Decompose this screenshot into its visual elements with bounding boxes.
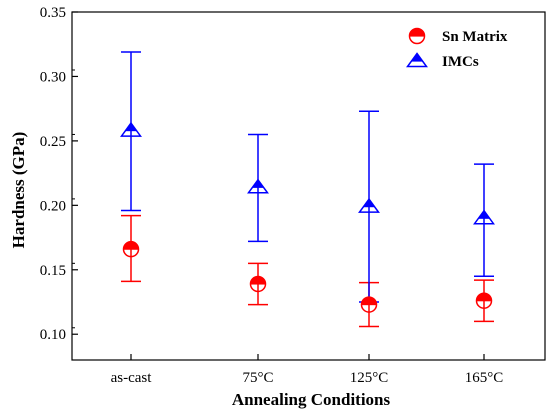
imc-point-2 (358, 197, 380, 213)
imc-point-2-fill (363, 199, 375, 207)
y-tick-label-4: 0.30 (40, 69, 66, 85)
x-tick-label-3: 165°C (465, 370, 504, 386)
imc-point-0 (120, 121, 142, 137)
plot-layer (120, 51, 495, 328)
imc-point-2-outline (358, 197, 380, 213)
plot-frame (71, 11, 546, 361)
imc-point-0-outline (120, 121, 142, 137)
sn-point-1 (249, 275, 267, 293)
y-tick-label-2: 0.20 (40, 198, 66, 214)
sn-point-2 (360, 296, 378, 313)
imc-point-3-fill (478, 210, 490, 219)
imc-point-1 (247, 178, 269, 194)
y-tick-label-3: 0.25 (40, 134, 66, 150)
sn-point-2-fill (361, 297, 377, 305)
legend-marker-imc-fill (411, 53, 423, 61)
y-tick-label-1: 0.15 (40, 263, 66, 279)
plot-border (71, 11, 546, 361)
y-tick-label-5: 0.35 (40, 5, 66, 21)
sn-point-0 (122, 240, 140, 258)
y-axis-title: Hardness (GPa) (9, 132, 28, 249)
legend: Sn Matrix IMCs (406, 27, 508, 70)
x-tick-label-2: 125°C (350, 370, 389, 386)
x-tick-label-1: 75°C (242, 370, 273, 386)
sn-point-0-fill (123, 241, 139, 250)
imc-point-0-fill (125, 123, 137, 131)
imc-point-3 (473, 209, 495, 225)
legend-marker-sn (408, 27, 426, 45)
legend-marker-imc (406, 52, 428, 68)
x-tick-label-0: as-cast (111, 370, 153, 386)
sn-point-1-fill (250, 276, 266, 284)
y-tick-label-0: 0.10 (40, 327, 66, 343)
legend-label-imc: IMCs (442, 54, 479, 70)
legend-marker-sn-fill (409, 28, 425, 36)
axis-ticks: 0.10 0.15 0.20 0.25 0.30 0.35 as-cast 75°C 125°C… (40, 5, 504, 386)
imc-point-3-outline (473, 209, 495, 225)
imc-point-1-fill (252, 179, 264, 188)
sn-point-3-fill (476, 293, 492, 301)
sn-point-3 (475, 292, 493, 309)
legend-marker-imc-outline (406, 52, 428, 68)
legend-label-sn: Sn Matrix (442, 29, 508, 45)
imc-point-1-outline (247, 178, 269, 194)
x-axis-title: Annealing Conditions (232, 390, 391, 409)
